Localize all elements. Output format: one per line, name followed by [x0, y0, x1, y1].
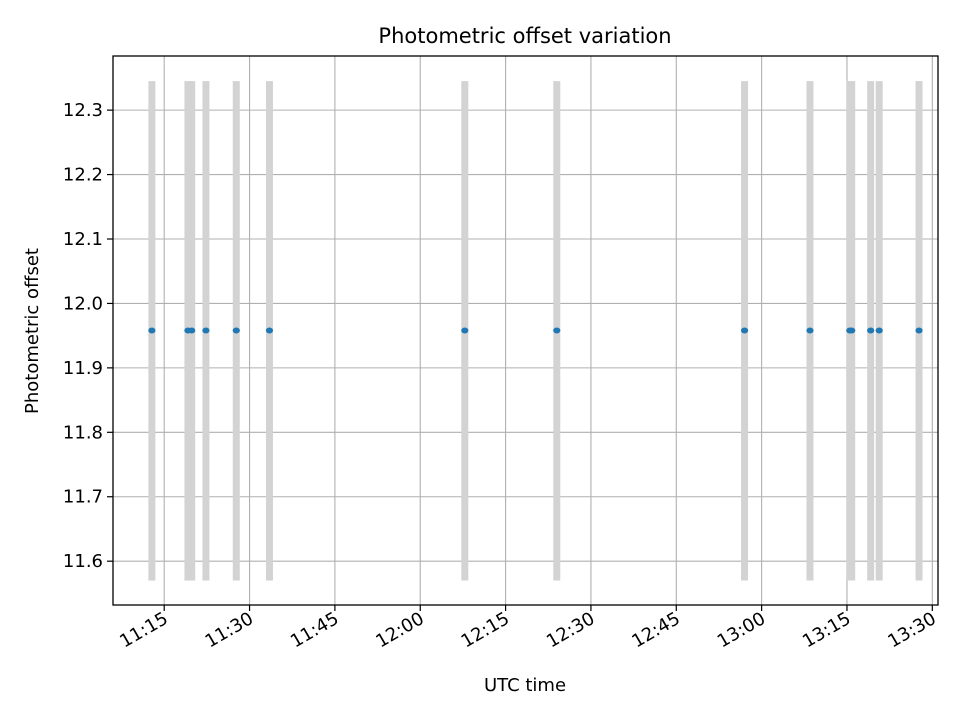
y-tick-label: 11.8 [63, 422, 103, 443]
y-axis-ticks: 11.6 11.7 11.8 11.9 12.0 12.1 12.2 12.3 [63, 100, 113, 572]
y-tick-label: 11.9 [63, 358, 103, 379]
chart-title: Photometric offset variation [378, 24, 671, 48]
y-tick-label: 12.2 [63, 165, 103, 186]
data-point [848, 327, 856, 334]
data-point [875, 327, 883, 334]
data-point [867, 327, 875, 334]
y-tick-label: 12.3 [63, 100, 103, 121]
data-point [148, 327, 156, 334]
data-point [265, 327, 274, 334]
y-tick-label: 12.0 [63, 293, 103, 314]
data-point [915, 327, 923, 334]
data-point [806, 327, 814, 334]
axes-frame [112, 55, 939, 606]
data-point [188, 327, 196, 334]
y-tick-label: 11.7 [63, 487, 103, 508]
data-point [232, 327, 240, 334]
data-point [740, 327, 749, 334]
data-point [461, 327, 469, 334]
y-tick-label: 11.6 [63, 551, 103, 572]
grid-lines [113, 56, 938, 605]
data-point [553, 327, 561, 334]
data-points [148, 327, 923, 334]
x-axis-title: UTC time [484, 675, 566, 696]
data-point [202, 327, 210, 334]
y-tick-label: 12.1 [63, 229, 103, 250]
y-axis-title: Photometric offset [22, 248, 43, 414]
